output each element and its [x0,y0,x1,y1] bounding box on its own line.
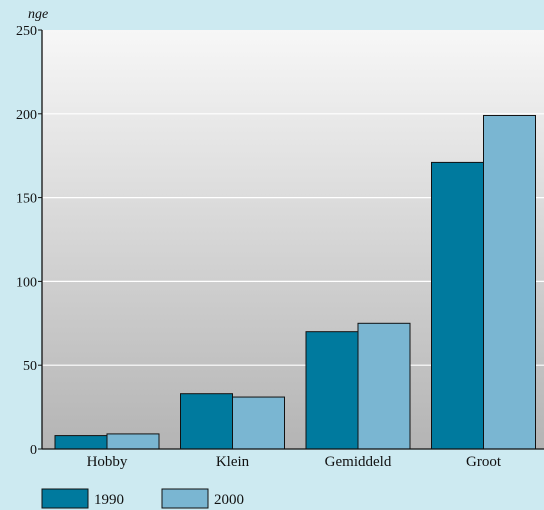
y-tick-label: 250 [16,24,37,39]
x-tick-label: Groot [466,454,502,470]
axes: 0 50 100 150 200 250 Hobby Klein Gemiddeld Groot [16,24,544,470]
x-tick-label: Gemiddeld [325,454,392,470]
x-tick-label: Klein [216,454,250,470]
y-tick-label: 100 [16,275,37,290]
legend-label-1990: 1990 [94,492,124,508]
legend: 1990 2000 [41,488,244,509]
bar-hobby-2000 [106,433,160,450]
y-axis-label: nge [28,7,48,22]
bar-groot-2000 [483,114,536,450]
legend-label-2000: 2000 [214,492,244,508]
bar-klein-2000 [232,396,285,450]
x-tick-label: Hobby [87,454,128,470]
legend-swatch-2000 [161,488,209,509]
bar-groot-1990 [431,161,484,450]
bar-gemiddeld-2000 [357,322,411,450]
bar-hobby-1990 [54,435,108,450]
bar-gemiddeld-1990 [305,331,359,450]
y-tick-label: 150 [16,192,37,207]
y-tick-label: 200 [16,108,37,123]
y-tick-label: 0 [30,443,37,458]
legend-swatch-1990 [41,488,89,509]
bar-klein-1990 [180,393,233,450]
y-tick-label: 50 [23,359,37,374]
